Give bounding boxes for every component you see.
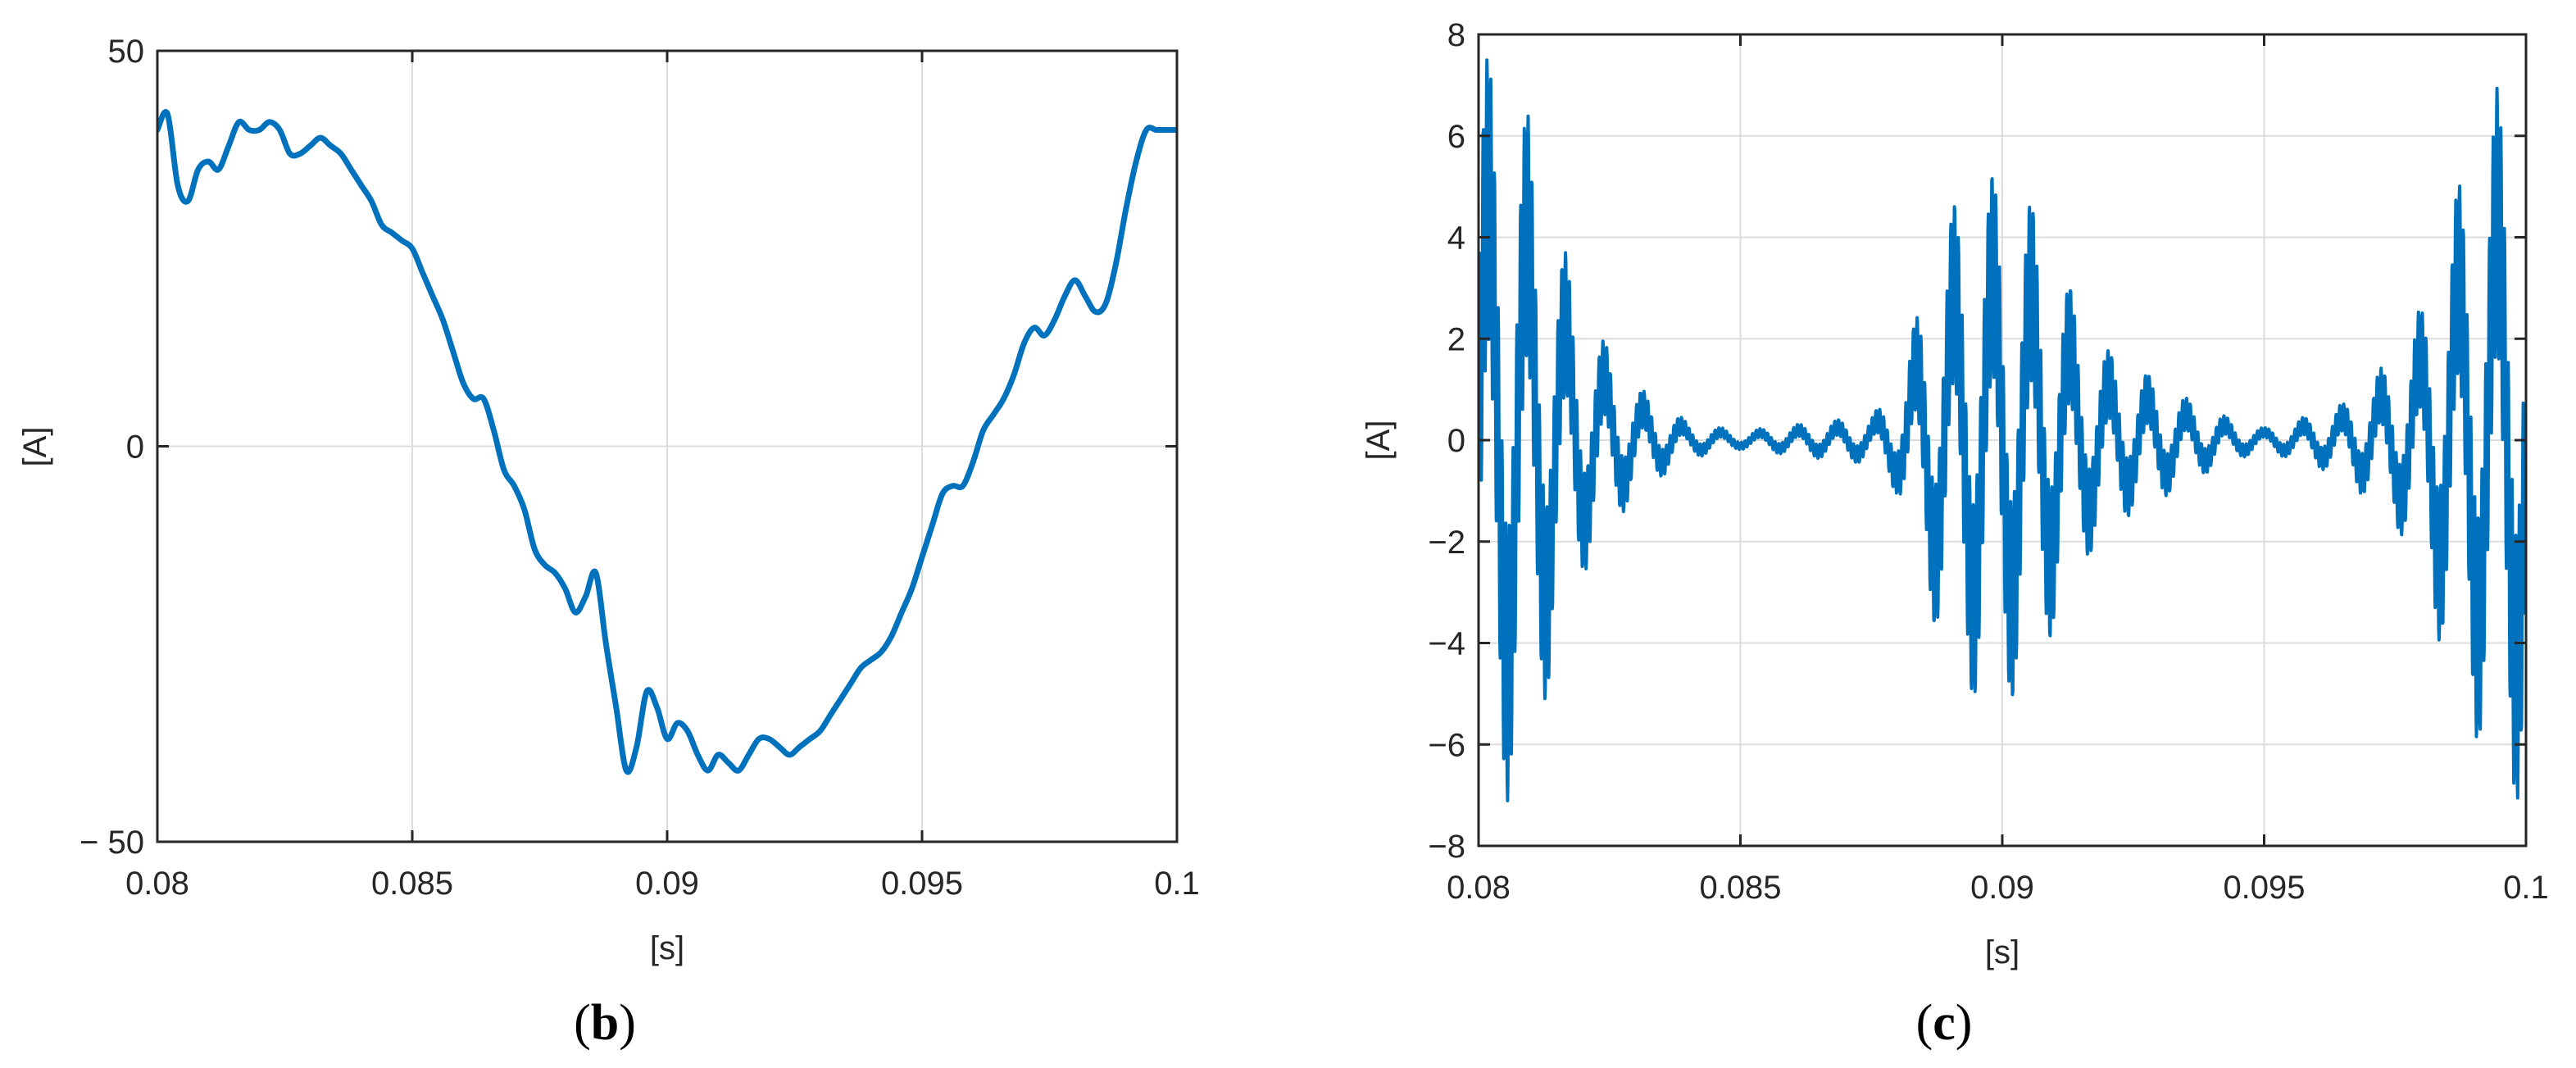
chart-b-ytick-label: 50	[108, 34, 145, 70]
chart-b-xtick-label: 0.08	[125, 866, 189, 902]
chart-c-ytick-label: 8	[1447, 17, 1465, 53]
chart-c-ylabel: [A]	[1361, 420, 1397, 461]
chart-c-ytick-label: −8	[1428, 829, 1465, 865]
chart-b-ticks: 0.08 0.085 0.09 0.095 0.1 − 50 0 50	[80, 34, 1200, 902]
chart-b-ylabel: [A]	[17, 427, 53, 467]
chart-c-xtick-label: 0.09	[1970, 870, 2034, 906]
chart-c-xtick-label: 0.08	[1447, 870, 1511, 906]
chart-c-panel-label: (c)	[1916, 995, 1973, 1051]
chart-b: 0.08 0.085 0.09 0.095 0.1 − 50 0 50 [s] [A] (b)	[17, 34, 1200, 1051]
chart-c: 0.08 0.085 0.09 0.095 0.1 −8 −6 −4 −2 0 2 4 6 8 [s] […	[1361, 17, 2549, 1051]
chart-c-ticks: 0.08 0.085 0.09 0.095 0.1 −8 −6 −4 −2 0 2 4 6 8	[1428, 17, 2548, 906]
chart-b-ytick-label: − 50	[80, 825, 144, 861]
chart-c-ytick-label: −2	[1428, 525, 1465, 561]
chart-c-plot-area	[1479, 58, 2526, 802]
chart-b-series-line	[157, 109, 1177, 775]
chart-b-xlabel: [s]	[650, 930, 684, 966]
chart-c-xlabel: [s]	[1985, 934, 2019, 970]
chart-b-xtick-label: 0.085	[371, 866, 453, 902]
chart-b-xtick-label: 0.1	[1154, 866, 1200, 902]
chart-b-ytick-label: 0	[126, 429, 144, 466]
chart-b-panel-label: (b)	[574, 995, 636, 1051]
chart-b-grid	[157, 51, 1177, 842]
chart-b-xtick-label: 0.095	[881, 866, 963, 902]
chart-b-plot-area	[157, 109, 1177, 775]
chart-c-ytick-label: −6	[1428, 727, 1465, 763]
chart-c-ytick-label: 2	[1447, 321, 1465, 357]
chart-c-ytick-label: 6	[1447, 119, 1465, 155]
chart-c-ytick-label: −4	[1428, 626, 1465, 662]
chart-c-ytick-label: 4	[1447, 220, 1465, 257]
chart-c-series-line	[1479, 58, 2526, 802]
chart-c-xtick-label: 0.1	[2503, 870, 2549, 906]
chart-c-ytick-label: 0	[1447, 423, 1465, 459]
chart-b-xtick-label: 0.09	[635, 866, 699, 902]
chart-c-xtick-label: 0.095	[2223, 870, 2305, 906]
chart-c-xtick-label: 0.085	[1699, 870, 1781, 906]
